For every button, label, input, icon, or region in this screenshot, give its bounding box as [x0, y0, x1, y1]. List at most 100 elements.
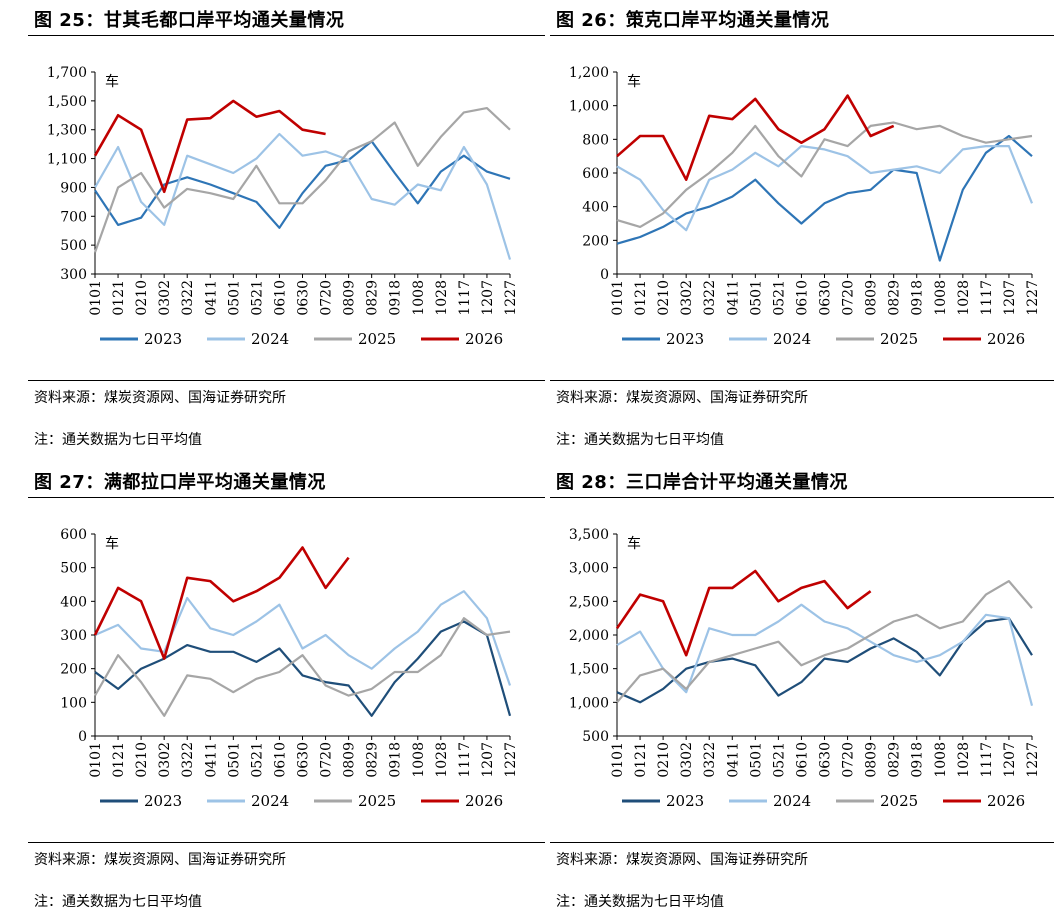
- unit-label: 车: [105, 535, 119, 552]
- x-tick-label: 0918: [910, 280, 926, 316]
- line-chart: 300 500 700 900 1,100 1,300 1,500 1,700 车 0101 012…: [47, 65, 519, 348]
- legend-label-2025: 2025: [880, 330, 918, 348]
- x-tick-label: 0501: [226, 742, 242, 778]
- x-tick-label: 0720: [319, 280, 335, 316]
- y-tick-label: 500: [60, 561, 87, 577]
- x-tick-label: 0829: [887, 280, 903, 316]
- series-line-2023: [616, 134, 1033, 262]
- series-line-2024: [94, 590, 512, 686]
- x-tick-label: 0322: [180, 280, 196, 316]
- x-tick-label: 0809: [864, 280, 880, 316]
- y-tick-label: 600: [60, 527, 87, 543]
- note-text: 注：通关数据为七日平均值: [34, 894, 202, 910]
- legend-label-2023: 2023: [144, 330, 182, 348]
- series-line-2025: [93, 106, 511, 253]
- x-tick-label: 1227: [503, 280, 519, 316]
- x-tick-label: 0121: [633, 742, 649, 778]
- x-tick-label: 0630: [818, 280, 834, 316]
- x-tick-label: 1207: [480, 742, 496, 778]
- source-rule: [550, 842, 1054, 843]
- unit-label: 车: [105, 73, 119, 90]
- chart-panel-25: 图 25：甘其毛都口岸平均通关量情况 300 500 700 900 1,100 1,30…: [28, 4, 545, 456]
- x-tick-label: 0101: [610, 742, 626, 778]
- x-tick-label: 0630: [296, 742, 312, 778]
- chart-panel-26: 图 26：策克口岸平均通关量情况 0 200 400 600 800 1,000 1,200…: [550, 4, 1054, 456]
- x-tick-label: 0720: [319, 742, 335, 778]
- chart-panel-27: 图 27：满都拉口岸平均通关量情况 0 100 200 300 400 500 600 车 01…: [28, 466, 545, 918]
- y-tick-label: 1,000: [569, 99, 609, 115]
- series-line-2023: [616, 617, 1033, 704]
- legend-label-2024: 2024: [773, 330, 811, 348]
- x-tick-label: 0501: [748, 280, 764, 316]
- y-tick-label: 3,500: [569, 527, 609, 543]
- x-tick-label: 0610: [794, 280, 810, 316]
- x-tick-label: 1227: [503, 742, 519, 778]
- x-tick-label: 0720: [841, 742, 857, 778]
- x-tick-label: 0101: [88, 742, 104, 778]
- chart-panel-28: 图 28：三口岸合计平均通关量情况 500 1,000 1,500 2,000 2,50…: [550, 466, 1054, 918]
- series-line-2023: [94, 620, 512, 717]
- x-tick-label: 0411: [725, 280, 741, 316]
- x-tick-label: 1207: [480, 280, 496, 316]
- x-tick-label: 1117: [979, 742, 995, 778]
- y-tick-label: 600: [582, 166, 609, 182]
- y-tick-label: 1,000: [569, 695, 609, 711]
- legend-label-2023: 2023: [666, 330, 704, 348]
- x-tick-label: 0521: [771, 742, 787, 778]
- legend-label-2025: 2025: [880, 792, 918, 810]
- y-tick-label: 0: [600, 267, 609, 283]
- y-tick-label: 300: [60, 267, 87, 283]
- x-tick-label: 0918: [388, 280, 404, 316]
- figure-title: 图 26：策克口岸平均通关量情况: [556, 10, 830, 31]
- x-tick-label: 0101: [610, 280, 626, 316]
- x-tick-label: 0829: [365, 742, 381, 778]
- x-tick-label: 1227: [1025, 742, 1041, 778]
- x-tick-label: 1008: [933, 280, 949, 316]
- x-tick-label: 0411: [203, 742, 219, 778]
- x-tick-label: 0918: [910, 742, 926, 778]
- y-tick-label: 1,200: [569, 65, 609, 81]
- x-tick-label: 0829: [887, 742, 903, 778]
- y-tick-label: 300: [60, 628, 87, 644]
- source-text: 资料来源：煤炭资源网、国海证券研究所: [556, 852, 808, 868]
- x-tick-label: 1227: [1025, 280, 1041, 316]
- source-rule: [550, 380, 1054, 381]
- x-tick-label: 0121: [111, 742, 127, 778]
- legend-label-2026: 2026: [987, 792, 1025, 810]
- series-line-2025: [94, 617, 511, 717]
- x-tick-label: 0809: [864, 742, 880, 778]
- y-tick-label: 900: [60, 180, 87, 196]
- x-tick-label: 0210: [656, 742, 672, 778]
- series-line-2024: [616, 603, 1034, 706]
- x-tick-label: 0829: [365, 280, 381, 316]
- x-tick-label: 0501: [748, 742, 764, 778]
- line-chart: 0 100 200 300 400 500 600 车 0101 0121 0210 0302 0322…: [60, 527, 519, 810]
- x-tick-label: 0322: [702, 742, 718, 778]
- x-tick-label: 0501: [226, 280, 242, 316]
- note-text: 注：通关数据为七日平均值: [556, 432, 724, 448]
- y-tick-label: 500: [60, 238, 87, 254]
- x-tick-label: 0918: [388, 742, 404, 778]
- legend-label-2025: 2025: [358, 792, 396, 810]
- x-tick-label: 0521: [249, 742, 265, 778]
- legend-label-2024: 2024: [773, 792, 811, 810]
- series-line-2025: [616, 121, 1033, 228]
- x-tick-label: 0610: [794, 742, 810, 778]
- figure-title: 图 27：满都拉口岸平均通关量情况: [34, 472, 326, 493]
- y-tick-label: 100: [60, 695, 87, 711]
- x-tick-label: 1028: [956, 280, 972, 316]
- x-tick-label: 0210: [134, 280, 150, 316]
- legend-label-2023: 2023: [666, 792, 704, 810]
- series-line-2023: [94, 140, 511, 229]
- legend-label-2025: 2025: [358, 330, 396, 348]
- x-tick-label: 1117: [457, 280, 473, 316]
- x-tick-label: 1028: [434, 742, 450, 778]
- note-text: 注：通关数据为七日平均值: [556, 894, 724, 910]
- unit-label: 车: [627, 535, 641, 552]
- y-tick-label: 3,000: [569, 561, 609, 577]
- x-tick-label: 0630: [818, 742, 834, 778]
- y-tick-label: 1,700: [47, 65, 87, 81]
- series-line-2024: [94, 132, 512, 260]
- source-text: 资料来源：煤炭资源网、国海证券研究所: [34, 852, 286, 868]
- y-tick-label: 1,500: [569, 662, 609, 678]
